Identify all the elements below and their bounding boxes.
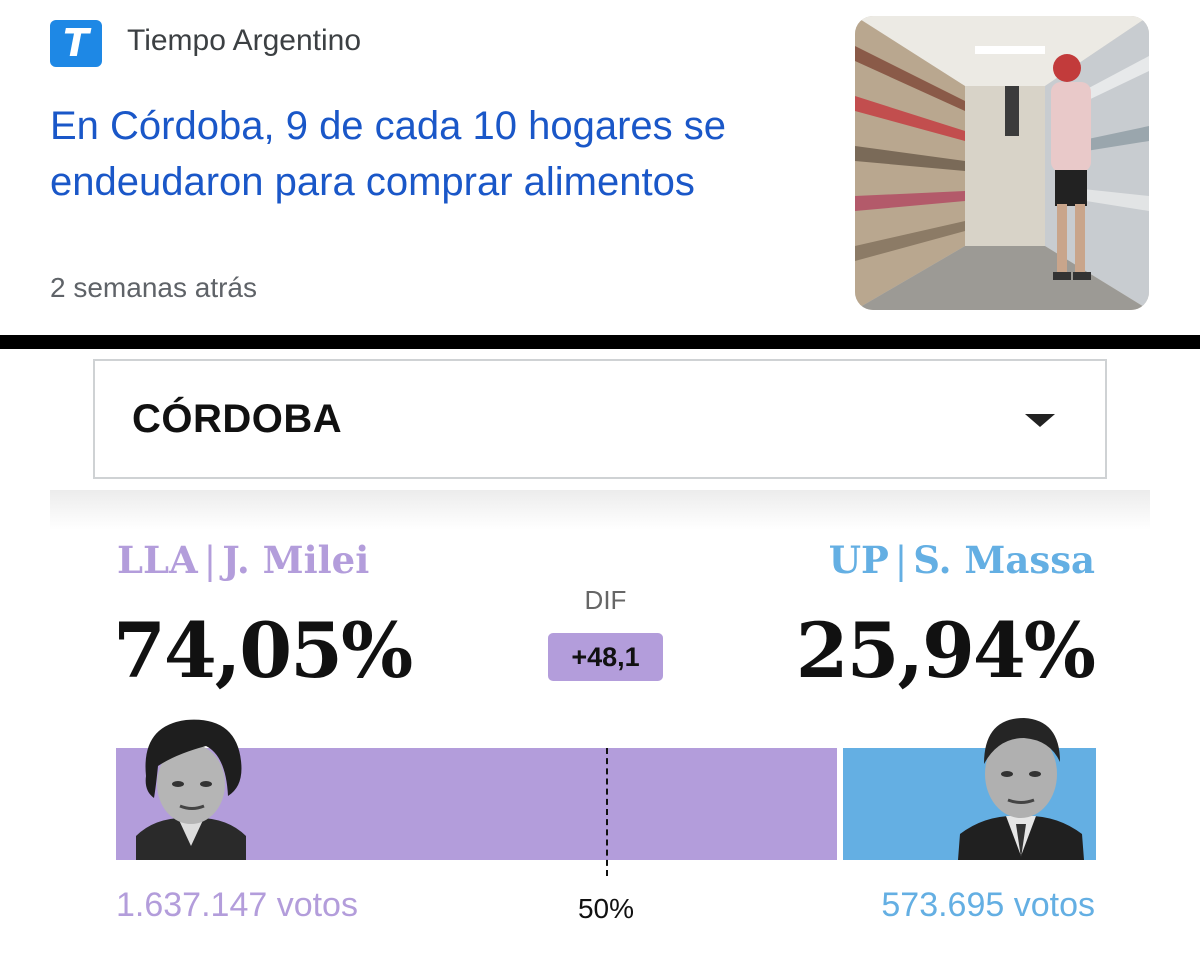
left-party: LLA	[117, 538, 198, 582]
right-separator: |	[894, 539, 908, 582]
results-panel-shadow	[50, 490, 1150, 530]
left-candidate-name: J. Milei	[222, 538, 370, 582]
difference-badge: +48,1	[548, 633, 663, 681]
right-candidate-photo	[958, 718, 1084, 860]
right-party: UP	[828, 538, 889, 582]
right-candidate-name: S. Massa	[913, 538, 1095, 582]
right-percent: 25,94%	[795, 606, 1096, 695]
section-divider	[0, 335, 1200, 349]
province-select[interactable]: CÓRDOBA	[93, 359, 1107, 479]
midpoint-label: 50%	[577, 893, 635, 924]
fifty-percent-line	[606, 748, 608, 876]
news-thumbnail[interactable]	[855, 16, 1149, 310]
right-candidate-label: UP | S. Massa	[829, 538, 1095, 582]
province-select-value: CÓRDOBA	[132, 397, 343, 441]
difference-label: DIF	[584, 585, 627, 615]
source-logo: T	[50, 20, 102, 67]
source-name: Tiempo Argentino	[127, 24, 362, 57]
news-card[interactable]: T Tiempo Argentino En Córdoba, 9 de cada…	[0, 0, 1200, 336]
news-timestamp: 2 semanas atrás	[50, 272, 257, 303]
left-votes: 1.637.147 votos	[116, 886, 358, 924]
left-percent: 74,05%	[113, 606, 413, 695]
left-separator: |	[203, 539, 217, 582]
left-candidate-label: LLA | J. Milei	[117, 538, 369, 582]
caret-down-icon[interactable]	[1025, 414, 1055, 427]
right-votes: 573.695 votos	[881, 886, 1095, 924]
news-headline-link[interactable]: En Córdoba, 9 de cada 10 hogares se ende…	[50, 104, 727, 204]
supermarket-aisle-photo	[855, 16, 1149, 310]
left-candidate-photo	[136, 719, 246, 860]
